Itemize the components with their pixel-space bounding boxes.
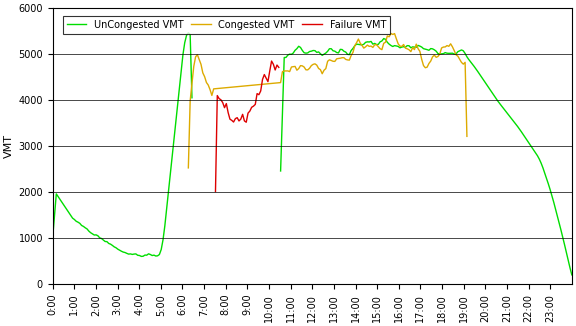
Failure VMT [263,76,270,80]
Failure VMT [219,101,226,105]
Failure VMT [226,117,233,121]
Failure VMT [274,63,281,67]
Failure VMT [234,116,241,120]
Failure VMT [275,66,282,69]
Congested VMT [293,68,300,72]
Failure VMT [252,102,259,106]
Failure VMT [268,59,275,63]
Failure VMT [255,93,262,96]
Congested VMT [424,65,431,69]
Failure VMT [212,190,219,194]
UnCongested VMT [49,236,56,240]
Failure VMT [261,73,268,77]
Failure VMT [223,102,230,106]
Line: Congested VMT: Congested VMT [188,34,467,168]
UnCongested VMT [496,101,503,105]
UnCongested VMT [313,51,320,54]
Congested VMT [185,166,192,170]
Failure VMT [264,80,271,83]
Failure VMT [221,106,228,110]
Failure VMT [242,120,249,124]
Failure VMT [270,62,277,66]
Congested VMT [388,32,395,36]
Congested VMT [464,134,471,138]
Failure VMT [253,92,260,96]
Legend: UnCongested VMT, Congested VMT, Failure VMT: UnCongested VMT, Congested VMT, Failure … [63,16,390,34]
Failure VMT [228,118,235,122]
UnCongested VMT [509,117,516,121]
Failure VMT [266,69,273,73]
UnCongested VMT [569,273,575,277]
UnCongested VMT [525,140,532,144]
Failure VMT [236,119,242,123]
Failure VMT [225,111,232,114]
Failure VMT [272,68,279,72]
Failure VMT [218,98,225,102]
UnCongested VMT [94,234,101,238]
Congested VMT [317,68,324,72]
Y-axis label: VMT: VMT [4,134,14,158]
Congested VMT [375,45,382,49]
Failure VMT [241,119,248,123]
Failure VMT [232,117,239,121]
Failure VMT [237,117,244,121]
Congested VMT [434,54,441,58]
Failure VMT [259,78,266,82]
Failure VMT [215,97,222,101]
Failure VMT [230,120,237,124]
UnCongested VMT [487,88,494,92]
Failure VMT [257,89,264,93]
Line: Failure VMT: Failure VMT [215,61,279,192]
Failure VMT [214,94,221,97]
Congested VMT [407,50,414,53]
Failure VMT [247,109,253,113]
Failure VMT [239,112,246,116]
Line: UnCongested VMT: UnCongested VMT [52,33,572,275]
Failure VMT [245,111,252,115]
Failure VMT [248,105,255,109]
Failure VMT [250,104,257,108]
